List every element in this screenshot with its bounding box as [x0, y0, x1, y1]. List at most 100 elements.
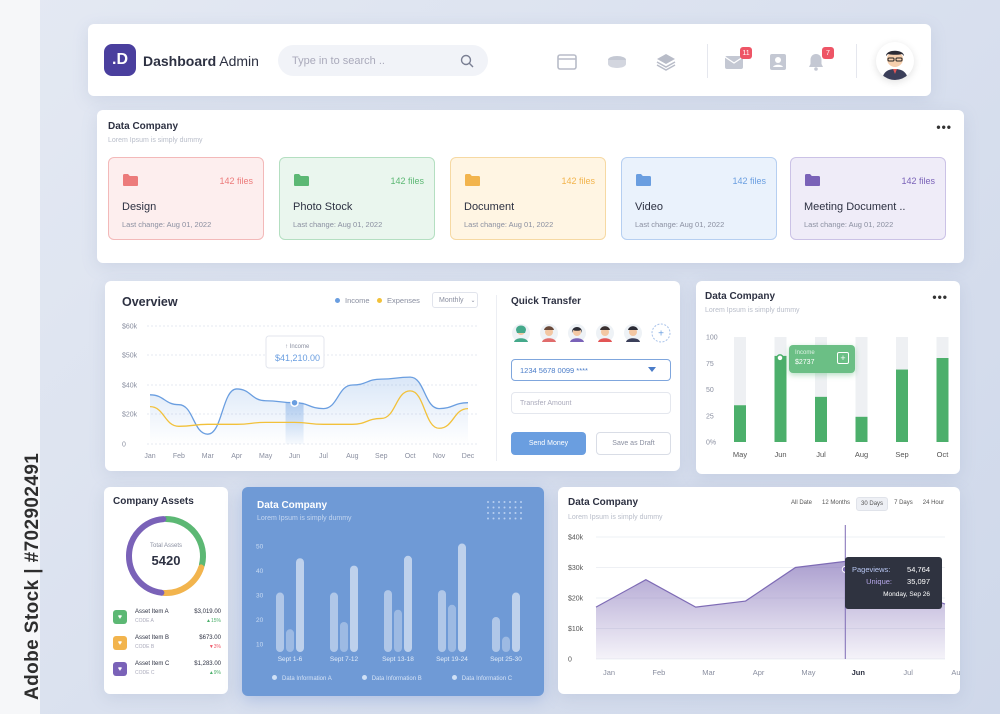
brand-rest: Admin: [216, 53, 259, 69]
decor-dot: [498, 517, 500, 520]
bar[interactable]: [512, 592, 520, 652]
send-money-button[interactable]: Send Money: [511, 432, 586, 455]
folder-card[interactable]: 142 files Meeting Document .. Last chang…: [790, 157, 946, 240]
folder-name: Photo Stock: [293, 201, 353, 213]
bar[interactable]: [774, 355, 787, 442]
overview-tooltip: ↑ Income $41,210.00: [265, 335, 325, 369]
bar[interactable]: [330, 592, 338, 652]
files-more-button[interactable]: •••: [936, 120, 952, 134]
bar[interactable]: [896, 369, 908, 442]
overview-title: Overview: [122, 295, 178, 309]
bar[interactable]: [502, 636, 510, 652]
x-tick-label: Sept 19-24: [436, 656, 468, 663]
layers-icon[interactable]: [656, 53, 676, 71]
search-icon[interactable]: [460, 54, 474, 68]
bar-highlight-point: [776, 354, 784, 362]
donut-slice[interactable]: [163, 516, 206, 568]
assets-panel: Company Assets Total Assets 5420 ♥ Asset…: [104, 487, 228, 694]
x-tick-label: Jul: [903, 668, 913, 677]
user-avatar[interactable]: [876, 42, 914, 80]
highlight-point[interactable]: [290, 398, 299, 407]
blue-legend: Data Information A Data Information B Da…: [272, 675, 512, 682]
legend-item: Data Information A: [272, 675, 332, 682]
account-select[interactable]: 1234 5678 0099 ****: [511, 359, 671, 381]
database-icon[interactable]: [606, 53, 628, 71]
contact-avatar-icon[interactable]: [540, 324, 558, 342]
range-tab[interactable]: All Date: [791, 500, 813, 506]
folder-icon: [636, 174, 651, 186]
folder-icon: [465, 174, 480, 186]
browser-window-icon[interactable]: [557, 53, 577, 71]
bar[interactable]: [448, 604, 456, 652]
transfer-divider: [496, 295, 497, 461]
bar-panel-title: Data Company: [705, 291, 776, 302]
asset-icon: ♥: [113, 636, 127, 650]
bar[interactable]: [384, 590, 392, 652]
add-contact-icon[interactable]: +: [658, 329, 664, 340]
contact-avatar-icon[interactable]: [568, 324, 586, 342]
y-tick-label: $10k: [568, 626, 584, 633]
contact-avatar-icon[interactable]: [512, 324, 530, 342]
x-tick-label: Aug: [346, 453, 359, 460]
unique-label: Unique:: [866, 577, 892, 586]
bar[interactable]: [458, 543, 466, 652]
y-tick-label: 50: [256, 544, 264, 551]
plus-icon[interactable]: +: [837, 352, 849, 364]
asset-item[interactable]: ♥ Asset Item B CODE B $673.00 ▼3%: [113, 634, 221, 654]
bar[interactable]: [340, 621, 348, 652]
mail-count-badge: 11: [740, 47, 752, 59]
asset-item[interactable]: ♥ Asset Item A CODE A $3,019.00 ▲15%: [113, 608, 221, 628]
range-tab[interactable]: 24 Hour: [922, 500, 945, 506]
last-change: Last change: Aug 01, 2022: [293, 220, 383, 229]
bar[interactable]: [404, 555, 412, 652]
bar[interactable]: [296, 558, 304, 652]
header-divider: [856, 44, 857, 78]
tooltip-box: [265, 335, 325, 369]
folder-card[interactable]: 142 files Document Last change: Aug 01, …: [450, 157, 606, 240]
donut-slice[interactable]: [160, 564, 205, 596]
decor-dot: [503, 512, 506, 514]
user-avatar-icon: [882, 50, 908, 80]
search-input[interactable]: [292, 54, 452, 67]
legend-b-label: Data Information B: [371, 676, 422, 682]
save-draft-button[interactable]: Save as Draft: [596, 432, 671, 455]
bar-tooltip: Income $2737 +: [789, 345, 855, 373]
bar[interactable]: [350, 565, 358, 652]
range-tab[interactable]: 12 Months: [822, 500, 851, 506]
decor-dot: [514, 506, 517, 509]
transfer-amount-input[interactable]: Transfer Amount: [511, 392, 671, 414]
contact-avatar-icon[interactable]: [596, 324, 614, 342]
bar[interactable]: [276, 592, 284, 652]
bar[interactable]: [438, 590, 446, 652]
app-logo[interactable]: .D: [104, 44, 136, 76]
range-tab[interactable]: 7 Days: [894, 500, 913, 506]
bar[interactable]: [492, 617, 500, 652]
bar[interactable]: [936, 358, 949, 442]
y-tick-label: 0: [122, 442, 126, 449]
donut-slice[interactable]: [126, 516, 167, 596]
add-contact-button[interactable]: [651, 323, 671, 343]
bar[interactable]: [815, 396, 827, 442]
bar[interactable]: [855, 416, 868, 442]
folder-card[interactable]: 142 files Design Last change: Aug 01, 20…: [108, 157, 264, 240]
contact-avatar-icon[interactable]: [624, 324, 642, 342]
legend-item: Data Information B: [361, 675, 422, 682]
bar[interactable]: [286, 629, 294, 652]
y-tick-label: 10: [256, 642, 264, 649]
contacts-icon[interactable]: [768, 53, 788, 71]
asset-item[interactable]: ♥ Asset Item C CODE C $1,283.00 ▲9%: [113, 660, 221, 680]
period-select[interactable]: Monthly ⌄: [432, 292, 478, 308]
x-tick-label: Feb: [173, 453, 185, 460]
range-tab[interactable]: 30 Days: [856, 497, 889, 511]
folder-card[interactable]: 142 files Photo Stock Last change: Aug 0…: [279, 157, 435, 240]
bar[interactable]: [394, 609, 402, 652]
bar-more-button[interactable]: •••: [932, 290, 948, 304]
mail-button[interactable]: 11: [724, 47, 752, 71]
x-tick-label: Jan: [603, 668, 615, 677]
bar[interactable]: [734, 405, 746, 442]
series-line-expenses: [149, 390, 469, 429]
search-box[interactable]: [278, 45, 488, 76]
folder-card[interactable]: 142 files Video Last change: Aug 01, 202…: [621, 157, 777, 240]
notification-button[interactable]: 7: [806, 47, 834, 71]
series-line-income: [149, 376, 469, 435]
